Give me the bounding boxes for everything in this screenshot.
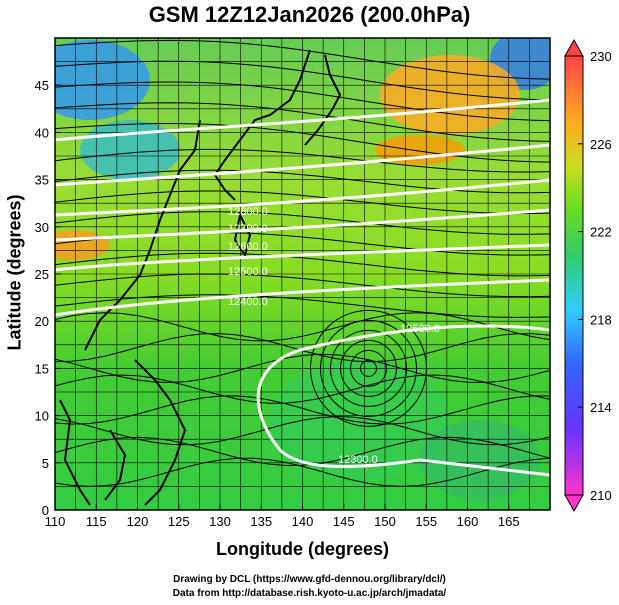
colorbar-tick-label: 210 — [590, 488, 612, 503]
streamline — [55, 395, 550, 425]
y-tick-label: 15 — [35, 361, 49, 376]
colorbar-bottom-arrow — [564, 494, 584, 513]
y-tick-label: 45 — [35, 78, 49, 93]
colorbar-tick-label: 230 — [590, 49, 612, 64]
streamline — [55, 457, 550, 487]
contour-label: 12400.0 — [228, 296, 268, 308]
y-tick-label: 20 — [35, 314, 49, 329]
y-tick-label: 30 — [35, 220, 49, 235]
streamline — [55, 102, 550, 142]
streamline — [55, 353, 550, 384]
contour-label: 12300.0 — [338, 454, 378, 466]
streamline — [55, 436, 550, 467]
y-tick-label: 5 — [42, 456, 49, 471]
cyclone-streamline — [360, 359, 377, 377]
contour-label: 12700.0 — [228, 223, 268, 235]
colorbar: 210 214 218 222 226 230 — [564, 38, 612, 513]
streamline — [55, 252, 550, 277]
colorbar-tick-label: 214 — [590, 400, 612, 415]
y-axis-label: Latitude (degrees) — [4, 194, 25, 351]
coastline — [59, 49, 342, 506]
contour-labels: 12800.0 12700.0 12600.0 12500.0 12400.0 … — [228, 206, 440, 466]
x-tick-label: 140 — [292, 514, 314, 529]
y-tick-label: 25 — [35, 267, 49, 282]
colorbar-top-arrow — [564, 38, 584, 57]
contour-label: 12500.0 — [228, 266, 268, 278]
chart-title: GSM 12Z12Jan2026 (200.0hPa) — [148, 2, 471, 27]
x-tick-label: 165 — [498, 514, 520, 529]
y-tick-label: 0 — [42, 503, 49, 518]
x-axis-label: Longitude (degrees) — [215, 539, 389, 559]
y-tick-label: 10 — [35, 409, 49, 424]
streamline — [55, 312, 550, 342]
cyclone-streamline — [330, 329, 407, 407]
streamline — [55, 416, 550, 446]
streamline — [55, 294, 550, 318]
x-tick-label: 160 — [457, 514, 479, 529]
wind-streamlines — [55, 39, 550, 487]
credit-data: Data from http://database.rish.kyoto-u.a… — [172, 588, 447, 599]
streamline — [55, 148, 550, 173]
credit-drawing: Drawing by DCL (https://www.gfd-dennou.o… — [173, 574, 446, 585]
x-tick-label: 135 — [250, 514, 272, 529]
x-tick-label: 145 — [333, 514, 355, 529]
colorbar-tick-label: 222 — [590, 225, 612, 240]
x-tick-label: 155 — [415, 514, 437, 529]
contour-label: 12600.0 — [228, 241, 268, 253]
cyclone-streamline — [350, 349, 387, 387]
temperature-field — [55, 38, 550, 510]
colorbar-tick-label: 218 — [590, 312, 612, 327]
cyclone-streamline — [340, 339, 397, 397]
x-axis-ticks: 110 115 120 125 130 135 140 145 150 155 160 165 — [45, 504, 520, 529]
y-axis-ticks: 0 5 10 15 20 25 30 35 40 45 — [35, 78, 61, 518]
contour-label: 12500.0 — [400, 323, 440, 335]
streamline — [55, 122, 550, 163]
x-tick-label: 130 — [209, 514, 231, 529]
y-tick-label: 40 — [35, 125, 49, 140]
cyclone-streamline — [310, 309, 427, 427]
colorbar-tick-label: 226 — [590, 137, 612, 152]
x-tick-label: 120 — [127, 514, 149, 529]
streamline — [55, 39, 550, 80]
streamline — [55, 169, 550, 194]
x-tick-label: 110 — [45, 514, 66, 529]
streamline — [55, 81, 550, 122]
streamline — [55, 374, 550, 404]
y-tick-label: 35 — [35, 173, 49, 188]
x-tick-label: 125 — [168, 514, 190, 529]
streamline — [55, 190, 550, 215]
x-tick-label: 150 — [374, 514, 396, 529]
contour-label: 12800.0 — [228, 206, 268, 218]
x-tick-label: 115 — [86, 514, 107, 529]
cyclone-streamline — [320, 319, 417, 417]
streamline — [55, 211, 550, 235]
height-contours — [55, 98, 550, 477]
